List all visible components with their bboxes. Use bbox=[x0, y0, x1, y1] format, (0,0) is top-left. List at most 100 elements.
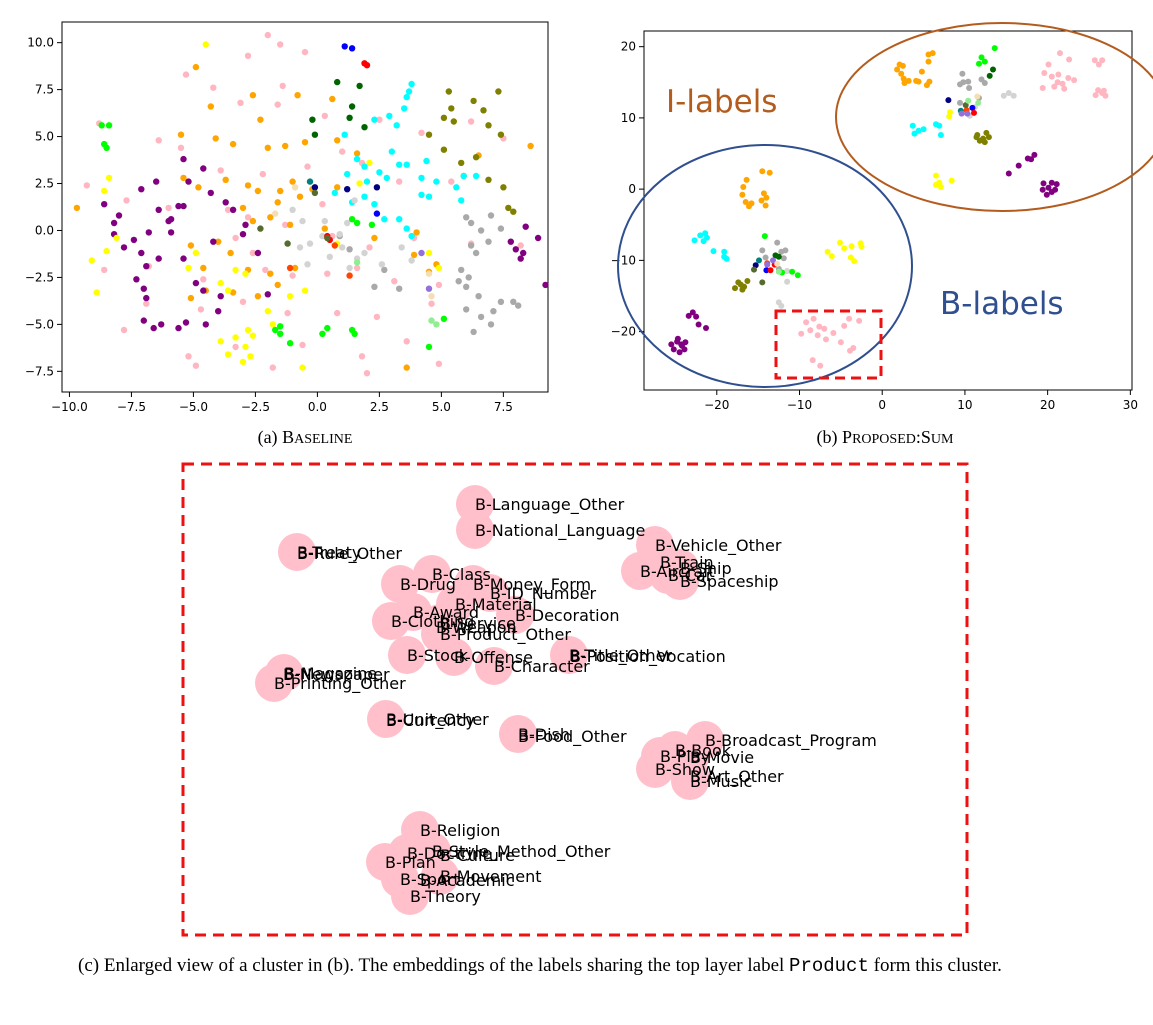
point-8-11 bbox=[348, 216, 356, 223]
point-1-22 bbox=[758, 197, 765, 204]
y-tick-label: 0 bbox=[628, 182, 636, 196]
point-0-3 bbox=[1041, 70, 1048, 76]
panel-a-axes-frame bbox=[61, 21, 549, 393]
label-text-29: B-Unit_Other bbox=[386, 710, 489, 730]
point-18-3 bbox=[272, 210, 279, 217]
point-2-10 bbox=[167, 229, 175, 236]
caption-c-code: Product bbox=[789, 955, 869, 977]
point-0-25 bbox=[814, 332, 821, 339]
point-8-1 bbox=[978, 54, 985, 61]
label-text-41: B-Style_Method_Other bbox=[432, 842, 611, 862]
point-5-2 bbox=[450, 118, 457, 125]
point-16-1 bbox=[425, 285, 433, 292]
point-8-0 bbox=[991, 45, 998, 52]
point-5-12 bbox=[741, 283, 748, 290]
point-1-30 bbox=[249, 217, 257, 225]
point-1-8 bbox=[229, 140, 237, 148]
point-3-7 bbox=[185, 264, 192, 272]
point-0-17 bbox=[1092, 92, 1099, 99]
point-5-10 bbox=[744, 278, 751, 284]
point-8-6 bbox=[286, 340, 294, 347]
point-0-24 bbox=[282, 221, 289, 228]
point-4-16 bbox=[453, 184, 460, 191]
point-2-43 bbox=[180, 255, 187, 262]
point-0-21 bbox=[165, 204, 172, 212]
label-text-23: B-Title_Other bbox=[569, 646, 672, 666]
label-circle-7 bbox=[621, 552, 659, 590]
point-17-1 bbox=[433, 321, 440, 328]
panel-a-x-ticks: −10.0 −7.5 −5.0 −2.5 0.0 2.5 5.0 7.5 bbox=[51, 392, 513, 414]
point-6-0 bbox=[463, 214, 470, 221]
point-3-0 bbox=[202, 41, 209, 48]
point-2-4 bbox=[1052, 186, 1059, 193]
zoom-region-box bbox=[774, 309, 883, 380]
point-2-27 bbox=[150, 324, 157, 332]
point-0-63 bbox=[279, 82, 286, 90]
point-6-11 bbox=[475, 293, 482, 300]
point-0-35 bbox=[324, 270, 331, 277]
label-circle-1 bbox=[456, 511, 494, 549]
y-tick-label: −7.5 bbox=[25, 364, 54, 378]
point-0-57 bbox=[232, 234, 239, 242]
point-11-2 bbox=[767, 267, 774, 274]
y-tick-label: 2.5 bbox=[35, 177, 54, 191]
point-6-7 bbox=[497, 225, 505, 232]
point-2-42 bbox=[115, 212, 123, 219]
point-3-22 bbox=[269, 321, 276, 328]
point-3-13 bbox=[264, 308, 271, 315]
point-2-11 bbox=[175, 202, 182, 210]
point-2-3 bbox=[1043, 191, 1050, 198]
point-13-0 bbox=[331, 242, 338, 249]
panel-b-y-ticks: −20 −10 0 10 20 bbox=[611, 40, 644, 339]
point-7-2 bbox=[1000, 92, 1007, 99]
point-5-15 bbox=[445, 88, 452, 95]
point-3-9 bbox=[848, 243, 855, 250]
label-text-25: B-Character bbox=[494, 657, 590, 676]
point-4-11 bbox=[702, 230, 709, 237]
point-3-19 bbox=[239, 358, 247, 366]
point-7-15 bbox=[408, 257, 415, 264]
point-3-4 bbox=[933, 181, 939, 188]
point-1-2 bbox=[249, 92, 257, 99]
point-1-9 bbox=[915, 78, 922, 85]
point-3-16 bbox=[232, 334, 239, 341]
point-0-6 bbox=[1059, 80, 1066, 87]
point-0-30 bbox=[846, 315, 853, 322]
point-1-11 bbox=[301, 139, 309, 146]
point-0-53 bbox=[269, 364, 276, 371]
point-1-35 bbox=[267, 270, 274, 277]
point-4-5 bbox=[408, 80, 415, 88]
point-4-0 bbox=[371, 116, 378, 123]
point-4-15 bbox=[433, 178, 440, 185]
point-6-14 bbox=[762, 254, 769, 261]
point-2-18 bbox=[668, 341, 675, 348]
point-0-4 bbox=[182, 71, 190, 78]
point-3-14 bbox=[286, 293, 294, 300]
point-1-33 bbox=[200, 264, 207, 272]
label-text-37: B-Show bbox=[655, 760, 715, 779]
point-0-9 bbox=[376, 116, 383, 123]
point-0-14 bbox=[1099, 57, 1106, 64]
point-2-11 bbox=[1015, 162, 1022, 169]
point-6-4 bbox=[957, 81, 963, 88]
point-3-28 bbox=[366, 159, 373, 167]
point-15-1 bbox=[756, 257, 762, 264]
point-7-12 bbox=[304, 261, 311, 268]
point-0-26 bbox=[366, 244, 373, 251]
label-text-36: B-Movie bbox=[690, 748, 754, 767]
point-16-0 bbox=[418, 249, 425, 257]
point-0-19 bbox=[83, 182, 91, 189]
point-2-33 bbox=[180, 155, 187, 163]
y-tick-label: −20 bbox=[611, 325, 636, 339]
point-0-29 bbox=[517, 242, 524, 249]
point-15-0 bbox=[306, 178, 314, 185]
label-text-5: B-Train bbox=[660, 553, 714, 572]
point-0-2 bbox=[301, 48, 309, 56]
point-1-1 bbox=[207, 103, 214, 110]
point-2-9 bbox=[222, 199, 229, 206]
point-4-29 bbox=[344, 170, 351, 178]
point-6-2 bbox=[965, 78, 972, 85]
point-0-8 bbox=[1055, 71, 1062, 78]
point-8-5 bbox=[789, 268, 796, 275]
y-tick-label: −2.5 bbox=[25, 270, 54, 284]
